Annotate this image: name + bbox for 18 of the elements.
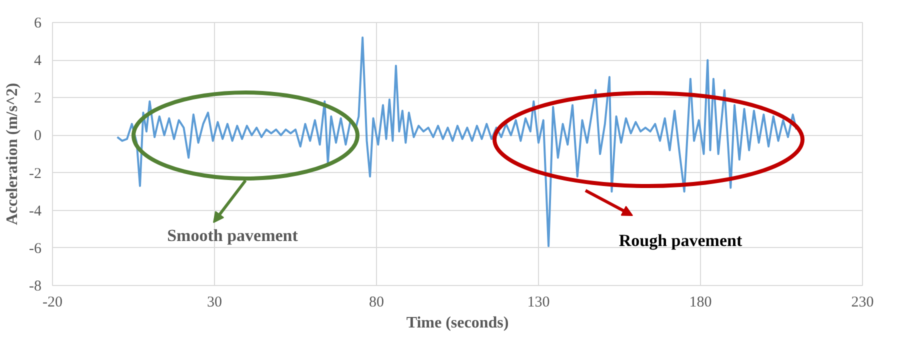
x-tick-label: 230 (851, 294, 874, 310)
annotation: Rough pavement (618, 231, 742, 250)
y-tick-label: -4 (29, 203, 42, 220)
y-axis-title: Acceleration (m/s^2) (4, 82, 22, 226)
x-tick-label: 130 (527, 294, 550, 310)
x-tick-label: 30 (207, 294, 222, 310)
y-tick-label: -6 (29, 240, 42, 257)
y-tick-label: 0 (34, 128, 42, 144)
annotation: Smooth pavement (167, 226, 298, 245)
y-tick-label: 4 (34, 53, 42, 70)
x-tick-label: 80 (369, 294, 384, 310)
x-tick-label: 180 (689, 294, 712, 310)
y-tick-label: -8 (29, 278, 42, 294)
x-tick-label: -20 (42, 294, 62, 310)
y-tick-label: -2 (29, 166, 42, 182)
x-axis-title: Time (seconds) (406, 314, 509, 332)
y-tick-label: 2 (34, 90, 42, 107)
y-tick-label: 6 (34, 16, 42, 32)
